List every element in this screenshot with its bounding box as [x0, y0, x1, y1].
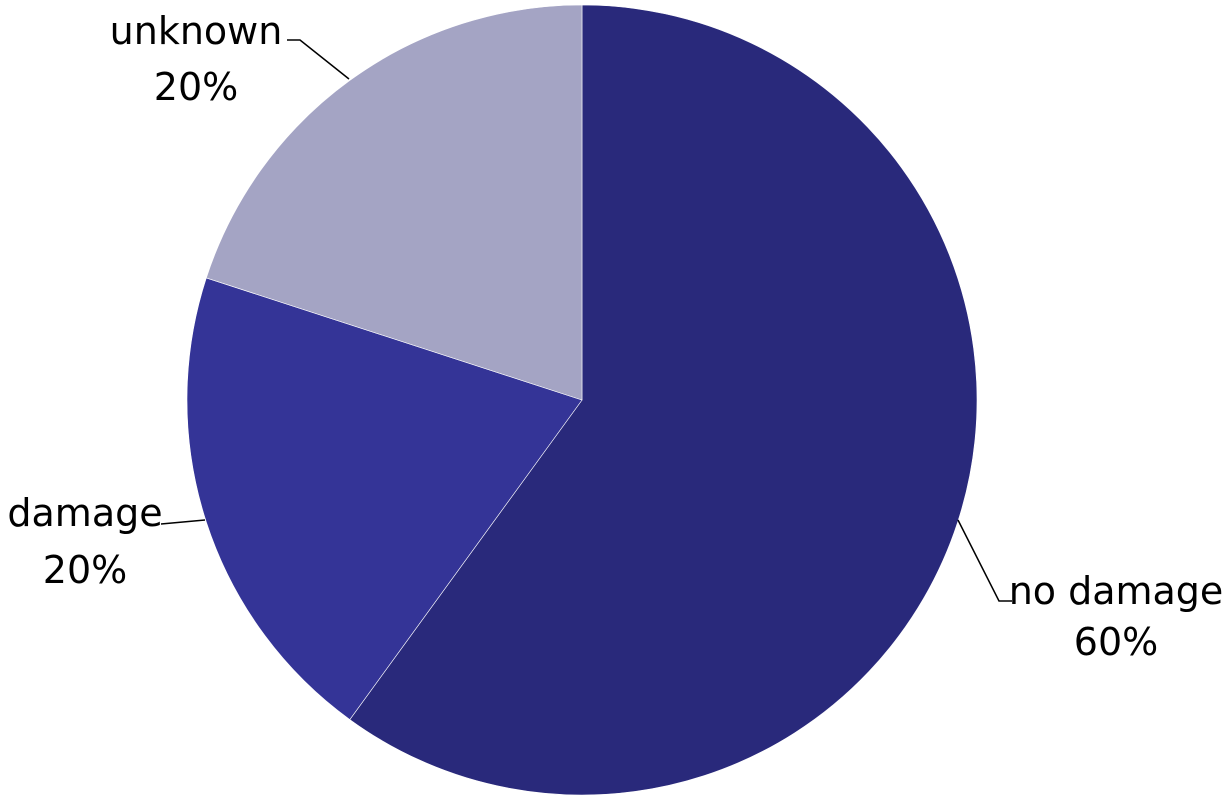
data-label-damage-category: damage [7, 491, 162, 535]
data-label-no-damage-percent: 60% [1074, 620, 1158, 664]
pie-slices [186, 4, 978, 796]
pie-slice-damage [186, 277, 583, 720]
data-label-unknown-percent: 20% [154, 65, 238, 109]
leader-lines [160, 39, 1012, 602]
data-label-damage-percent: 20% [43, 548, 127, 592]
leader-line-damage [160, 519, 206, 525]
data-label-unknown-category: unknown [110, 9, 283, 53]
leader-line-unknown [287, 39, 350, 80]
leader-line-no-damage [957, 519, 1012, 602]
pie-slice-unknown [205, 4, 583, 401]
data-label-no-damage-category: no damage [1009, 569, 1224, 613]
pie-slice-no-damage [349, 4, 978, 796]
